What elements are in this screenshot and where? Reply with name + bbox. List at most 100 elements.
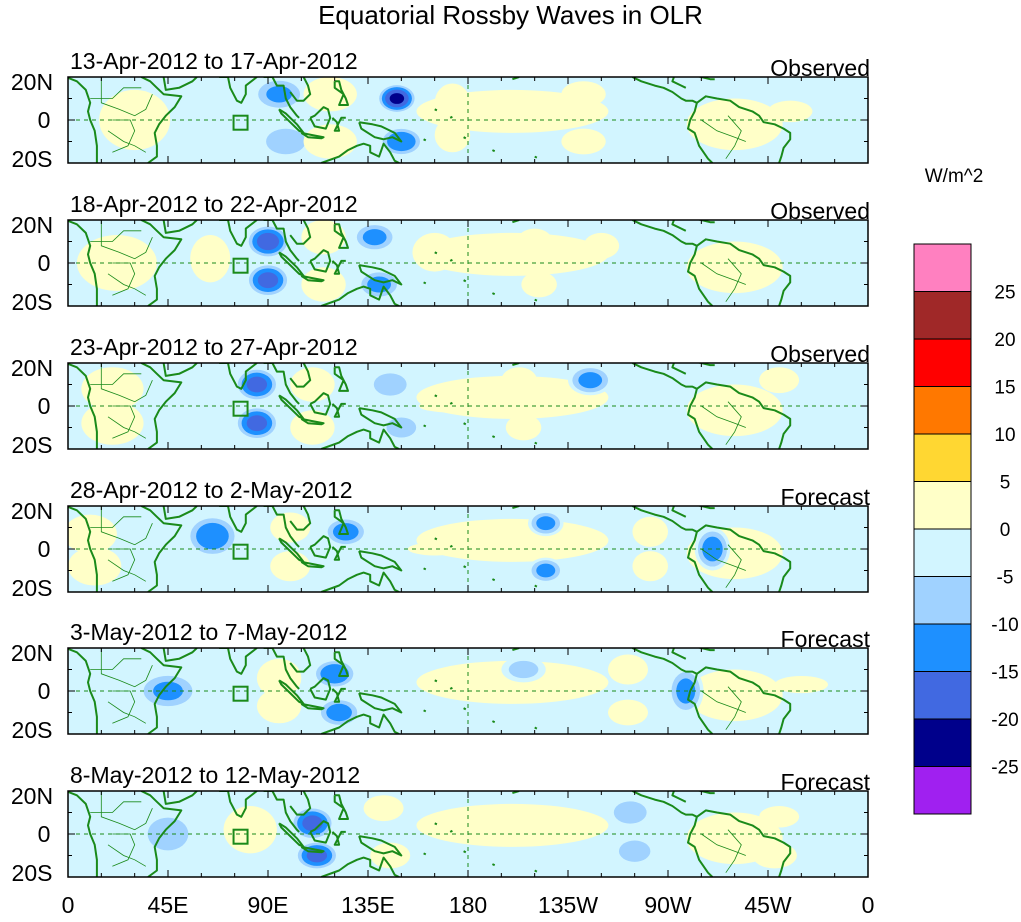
- anomaly-contour: [759, 806, 800, 828]
- coastline: [358, 264, 403, 286]
- colorbar-tick-label: 0: [1000, 520, 1011, 541]
- anomaly-contour: [270, 551, 311, 582]
- reference-box: [232, 114, 249, 131]
- anomaly-contour: [578, 372, 603, 389]
- y-tick-label: 20S: [12, 146, 53, 172]
- coastline: [534, 726, 538, 730]
- coastline: [491, 578, 496, 582]
- coastline: [534, 298, 538, 302]
- coastline: [358, 121, 403, 143]
- coastline: [687, 388, 714, 449]
- coastline: [695, 506, 715, 510]
- coastline: [463, 850, 467, 854]
- colorbar-swatch: [913, 576, 972, 625]
- coastline: [423, 852, 427, 856]
- colorbar-swatch: [913, 481, 972, 530]
- colorbar-swatch: [913, 243, 972, 292]
- coastline: [687, 531, 714, 592]
- y-tick-label: 0: [38, 536, 51, 562]
- anomaly-blob: [686, 669, 783, 722]
- x-tick-label: 45E: [148, 892, 189, 918]
- coastline: [320, 713, 400, 734]
- anomaly-contour: [246, 376, 268, 393]
- colorbar-tick-label: -10: [991, 615, 1018, 636]
- colorbar-swatch: [913, 718, 972, 767]
- x-tick-label: 45W: [744, 892, 792, 918]
- coastline: [333, 509, 349, 535]
- coastline: [320, 142, 400, 163]
- y-tick-label: 0: [38, 678, 51, 704]
- y-tick-label: 20N: [11, 498, 53, 524]
- country-border: [701, 119, 746, 142]
- anomaly-contour: [363, 795, 404, 822]
- coastline: [263, 77, 300, 119]
- coastline: [631, 363, 698, 390]
- coastline: [289, 220, 312, 245]
- anomaly-contour: [196, 522, 229, 550]
- anomaly-contour: [468, 808, 513, 839]
- coastline: [434, 537, 438, 541]
- anomaly-contour: [332, 523, 359, 541]
- country-border: [701, 262, 746, 285]
- coastline: [333, 80, 349, 106]
- coastline: [333, 223, 349, 249]
- coastline: [463, 279, 467, 283]
- coastline: [668, 506, 687, 518]
- panel-period: 8-May-2012 to 12-May-2012: [70, 762, 360, 788]
- panel-type: Forecast: [781, 626, 871, 652]
- coastline: [219, 648, 258, 675]
- coastline: [278, 108, 305, 134]
- colorbar-swatch: [913, 291, 972, 340]
- coastline: [631, 791, 698, 818]
- coastline: [696, 809, 792, 877]
- anomaly-contour: [303, 77, 357, 112]
- colorbar-swatch: [913, 433, 972, 482]
- coastline: [300, 560, 325, 569]
- map-panel: 20N 0 20S 8-May-2012 to 12-May-2012 Forecast: [11, 762, 871, 886]
- coastline: [668, 77, 687, 89]
- coastline: [668, 220, 687, 232]
- coastline: [534, 441, 538, 445]
- anomaly-contour: [608, 699, 648, 726]
- coastline: [331, 259, 346, 275]
- coastline: [68, 77, 98, 163]
- panel-type: Forecast: [781, 484, 871, 510]
- coastline: [696, 524, 792, 592]
- coastline: [278, 394, 305, 420]
- y-tick-label: 20S: [12, 575, 53, 601]
- coastline: [331, 545, 346, 561]
- anomaly-contour: [257, 272, 279, 289]
- coastline: [696, 666, 792, 734]
- panel-period: 13-Apr-2012 to 17-Apr-2012: [70, 48, 358, 74]
- coastline: [140, 791, 183, 877]
- coastline: [140, 77, 183, 163]
- colorbar-tick-label: 15: [994, 378, 1015, 399]
- anomaly-contour: [752, 842, 797, 869]
- coastlines: [68, 220, 792, 306]
- anomaly-contour: [702, 536, 723, 562]
- y-tick-label: 0: [38, 821, 51, 847]
- coastline: [140, 648, 183, 734]
- anomaly-contour: [190, 235, 231, 283]
- anomaly-blob: [686, 384, 783, 437]
- anomaly-contour: [521, 271, 557, 298]
- coastline: [278, 822, 305, 848]
- colorbar-tick-label: -5: [997, 568, 1014, 589]
- coastline: [423, 567, 427, 571]
- coastline: [333, 794, 349, 820]
- anomaly-contour: [373, 373, 407, 396]
- coastline: [162, 506, 198, 520]
- coastline: [309, 392, 332, 416]
- coastline: [696, 95, 792, 163]
- colorbar-tick-label: -25: [991, 758, 1018, 779]
- coastline: [289, 648, 312, 673]
- coastline: [162, 220, 198, 234]
- coastline: [219, 791, 258, 818]
- country-border: [90, 87, 142, 99]
- y-tick-label: 20S: [12, 289, 53, 315]
- coastline: [449, 401, 453, 405]
- anomaly-contour: [256, 688, 302, 724]
- anomaly-blob: [416, 803, 609, 847]
- anomaly-contour: [583, 232, 620, 259]
- colorbar-tick-label: -15: [991, 663, 1018, 684]
